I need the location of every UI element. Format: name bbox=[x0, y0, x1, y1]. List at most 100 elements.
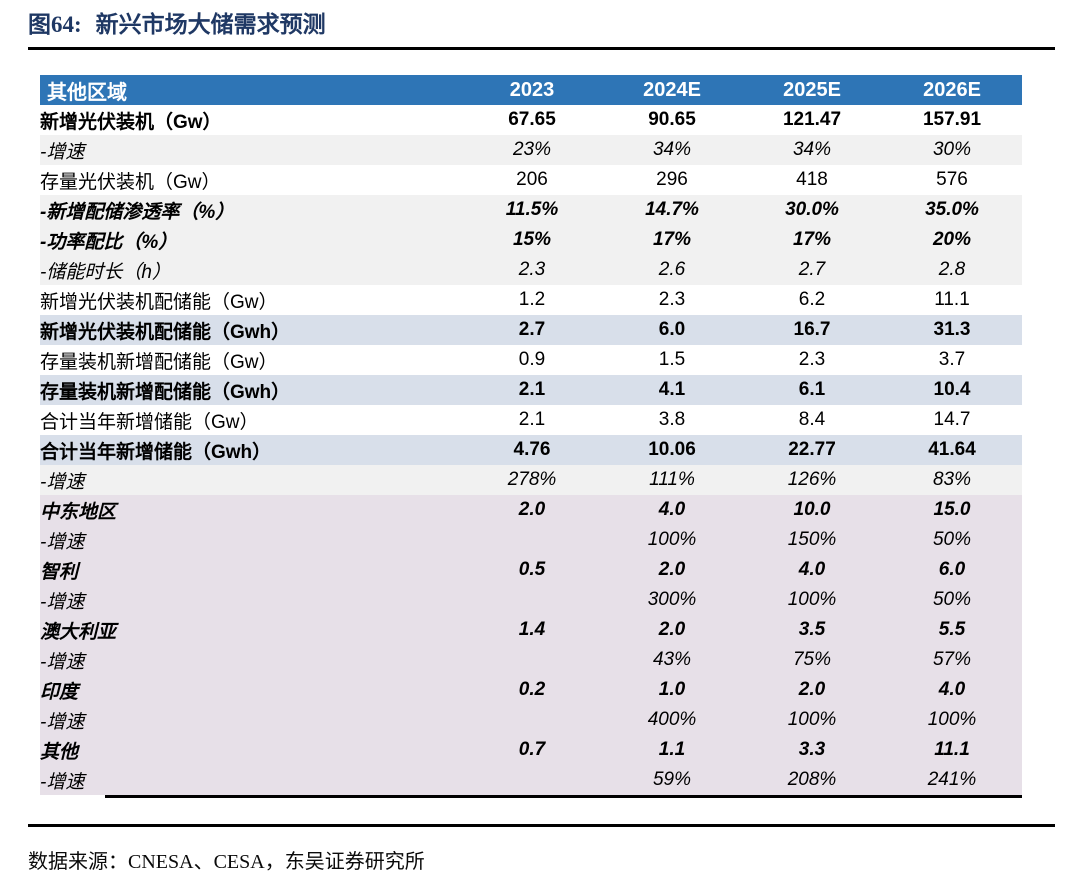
value-cell: 75% bbox=[792, 649, 832, 670]
table-row: -储能时长（h） 2.3 2.6 2.7 2.8 bbox=[40, 255, 1022, 285]
forecast-table: 其他区域 2023 2024E 2025E 2026E 新增光伏装机（Gw） 67.65… bbox=[40, 75, 1022, 795]
row-label-cell: -增速 bbox=[40, 711, 85, 733]
footer-divider bbox=[28, 824, 1055, 827]
value-cell bbox=[462, 645, 602, 675]
row-label-cell: -增速 bbox=[40, 141, 85, 163]
value-cell: 241% bbox=[927, 769, 977, 790]
value-cell: 4.1 bbox=[658, 379, 686, 400]
row-label-cell: -储能时长（h） bbox=[40, 261, 171, 283]
value-cell: 17% bbox=[792, 229, 832, 250]
table-row: 新增光伏装机配储能（Gw） 1.2 2.3 6.2 11.1 bbox=[40, 285, 1022, 315]
row-label-cell: 智利 bbox=[40, 561, 79, 583]
value-cell: 400% bbox=[647, 709, 697, 730]
table-row: 新增光伏装机配储能（Gwh） 2.7 6.0 16.7 31.3 bbox=[40, 315, 1022, 345]
value-cell: 67.65 bbox=[508, 109, 556, 130]
table-row: 新增光伏装机（Gw） 67.65 90.65 121.47 157.91 bbox=[40, 105, 1022, 135]
value-cell: 41.64 bbox=[928, 439, 976, 460]
value-cell: 2.0 bbox=[658, 559, 686, 580]
value-cell: 11.5% bbox=[505, 199, 559, 220]
value-cell: 6.2 bbox=[798, 289, 826, 310]
table-row: 中东地区 2.0 4.0 10.0 15.0 bbox=[40, 495, 1022, 525]
value-cell: 150% bbox=[787, 529, 837, 550]
value-cell: 0.7 bbox=[518, 739, 546, 760]
value-cell: 59% bbox=[652, 769, 692, 790]
value-cell: 2.7 bbox=[798, 259, 826, 280]
value-cell: 2.1 bbox=[518, 409, 546, 430]
value-cell: 1.2 bbox=[518, 289, 546, 310]
value-cell: 11.1 bbox=[934, 739, 970, 760]
row-label-cell: -增速 bbox=[40, 471, 85, 493]
value-cell: 20% bbox=[932, 229, 972, 250]
row-label-cell: -功率配比（%） bbox=[40, 231, 178, 253]
table-row: 存量装机新增配储能（Gwh） 2.1 4.1 6.1 10.4 bbox=[40, 375, 1022, 405]
table-row: 澳大利亚 1.4 2.0 3.5 5.5 bbox=[40, 615, 1022, 645]
table-body: 新增光伏装机（Gw） 67.65 90.65 121.47 157.91 -增速 23% 34… bbox=[40, 105, 1022, 795]
region-header-cell: 其他区域 bbox=[40, 75, 462, 105]
value-cell: 576 bbox=[936, 169, 968, 190]
table-row: -增速 43% 75% 57% bbox=[40, 645, 1022, 675]
value-cell: 1.0 bbox=[658, 679, 686, 700]
value-cell: 34% bbox=[792, 139, 832, 160]
table-row: -增速 278% 111% 126% 83% bbox=[40, 465, 1022, 495]
value-cell: 1.1 bbox=[658, 739, 686, 760]
figure-number: 图64: bbox=[28, 12, 82, 37]
value-cell bbox=[462, 765, 602, 795]
row-label-cell: 新增光伏装机配储能（Gw） bbox=[40, 291, 278, 313]
value-cell: 4.76 bbox=[513, 439, 551, 460]
value-cell: 300% bbox=[647, 589, 697, 610]
value-cell: 15.0 bbox=[933, 499, 971, 520]
value-cell: 2.3 bbox=[798, 349, 826, 370]
value-cell: 17% bbox=[652, 229, 692, 250]
value-cell: 34% bbox=[652, 139, 692, 160]
table-row: -功率配比（%） 15% 17% 17% 20% bbox=[40, 225, 1022, 255]
value-cell: 100% bbox=[787, 709, 837, 730]
table-bottom-rule bbox=[105, 795, 1022, 798]
value-cell bbox=[462, 585, 602, 615]
figure-name: 新兴市场大储需求预测 bbox=[95, 12, 326, 37]
row-label-cell: -增速 bbox=[40, 531, 85, 553]
value-cell: 1.4 bbox=[518, 619, 546, 640]
value-cell: 1.5 bbox=[658, 349, 686, 370]
forecast-table-wrapper: 其他区域 2023 2024E 2025E 2026E 新增光伏装机（Gw） 67.65… bbox=[40, 75, 1022, 798]
value-cell: 10.06 bbox=[648, 439, 696, 460]
figure-title: 图64: 新兴市场大储需求预测 bbox=[28, 8, 1055, 42]
year-header-cell: 2025E bbox=[742, 75, 882, 105]
value-cell: 3.8 bbox=[658, 409, 686, 430]
table-row: -增速 59% 208% 241% bbox=[40, 765, 1022, 795]
value-cell: 2.7 bbox=[518, 319, 546, 340]
value-cell: 22.77 bbox=[788, 439, 836, 460]
table-row: 存量光伏装机（Gw） 206 296 418 576 bbox=[40, 165, 1022, 195]
value-cell: 35.0% bbox=[925, 199, 979, 220]
table-row: 合计当年新增储能（Gw） 2.1 3.8 8.4 14.7 bbox=[40, 405, 1022, 435]
value-cell: 14.7 bbox=[933, 409, 971, 430]
year-header-cell: 2026E bbox=[882, 75, 1022, 105]
value-cell: 208% bbox=[787, 769, 837, 790]
value-cell: 2.0 bbox=[518, 499, 546, 520]
value-cell: 111% bbox=[649, 469, 695, 490]
row-label-cell: 新增光伏装机配储能（Gwh） bbox=[40, 321, 291, 343]
value-cell: 3.7 bbox=[938, 349, 966, 370]
row-label-cell: 新增光伏装机（Gw） bbox=[40, 111, 222, 133]
value-cell: 6.0 bbox=[658, 319, 686, 340]
value-cell: 157.91 bbox=[922, 109, 982, 130]
value-cell bbox=[462, 705, 602, 735]
row-label-cell: 其他 bbox=[40, 741, 79, 763]
value-cell: 23% bbox=[512, 139, 552, 160]
value-cell: 16.7 bbox=[793, 319, 831, 340]
row-label-cell: 存量光伏装机（Gw） bbox=[40, 171, 221, 193]
table-row: 其他 0.7 1.1 3.3 11.1 bbox=[40, 735, 1022, 765]
value-cell: 100% bbox=[787, 589, 837, 610]
value-cell: 278% bbox=[507, 469, 557, 490]
row-label-cell: -增速 bbox=[40, 771, 85, 793]
row-label-cell: 中东地区 bbox=[40, 501, 117, 523]
value-cell: 10.4 bbox=[933, 379, 971, 400]
value-cell: 11.1 bbox=[934, 289, 970, 310]
row-label-cell: 澳大利亚 bbox=[40, 621, 117, 643]
data-source-text: 数据来源：CNESA、CESA，东吴证券研究所 bbox=[28, 851, 425, 873]
value-cell: 30% bbox=[932, 139, 972, 160]
value-cell: 50% bbox=[932, 589, 972, 610]
value-cell: 6.0 bbox=[938, 559, 966, 580]
value-cell: 126% bbox=[787, 469, 837, 490]
row-label-cell: 存量装机新增配储能（Gw） bbox=[40, 351, 278, 373]
value-cell: 6.1 bbox=[798, 379, 826, 400]
